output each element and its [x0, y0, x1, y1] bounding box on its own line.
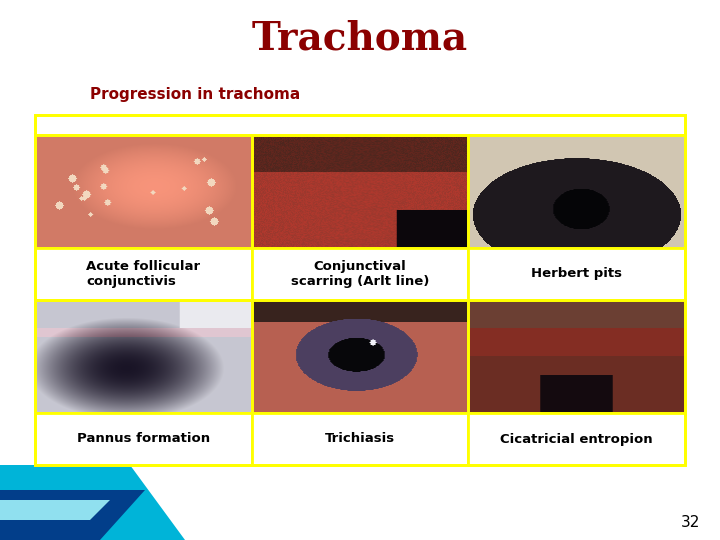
Bar: [35, 413, 252, 465]
Text: Trichiasis: Trichiasis: [325, 433, 395, 446]
Text: 32: 32: [680, 515, 700, 530]
Bar: [35, 115, 685, 465]
Text: Cicatricial entropion: Cicatricial entropion: [500, 433, 653, 446]
Bar: [252, 135, 468, 248]
Bar: [468, 413, 685, 465]
Bar: [468, 135, 685, 248]
Polygon shape: [0, 465, 185, 540]
Bar: [252, 300, 468, 413]
Bar: [252, 413, 468, 465]
Bar: [35, 135, 252, 248]
Bar: [35, 115, 685, 135]
Text: Pannus formation: Pannus formation: [77, 433, 210, 446]
Text: Progression in trachoma: Progression in trachoma: [90, 87, 300, 103]
Bar: [35, 248, 252, 300]
Polygon shape: [0, 490, 145, 540]
Polygon shape: [0, 500, 110, 520]
Text: Trachoma: Trachoma: [252, 19, 468, 57]
Bar: [35, 300, 252, 413]
Bar: [468, 300, 685, 413]
Text: Herbert pits: Herbert pits: [531, 267, 622, 280]
Text: Acute follicular
conjunctivis: Acute follicular conjunctivis: [86, 260, 200, 288]
Bar: [252, 248, 468, 300]
Bar: [468, 248, 685, 300]
Text: Conjunctival
scarring (Arlt line): Conjunctival scarring (Arlt line): [291, 260, 429, 288]
